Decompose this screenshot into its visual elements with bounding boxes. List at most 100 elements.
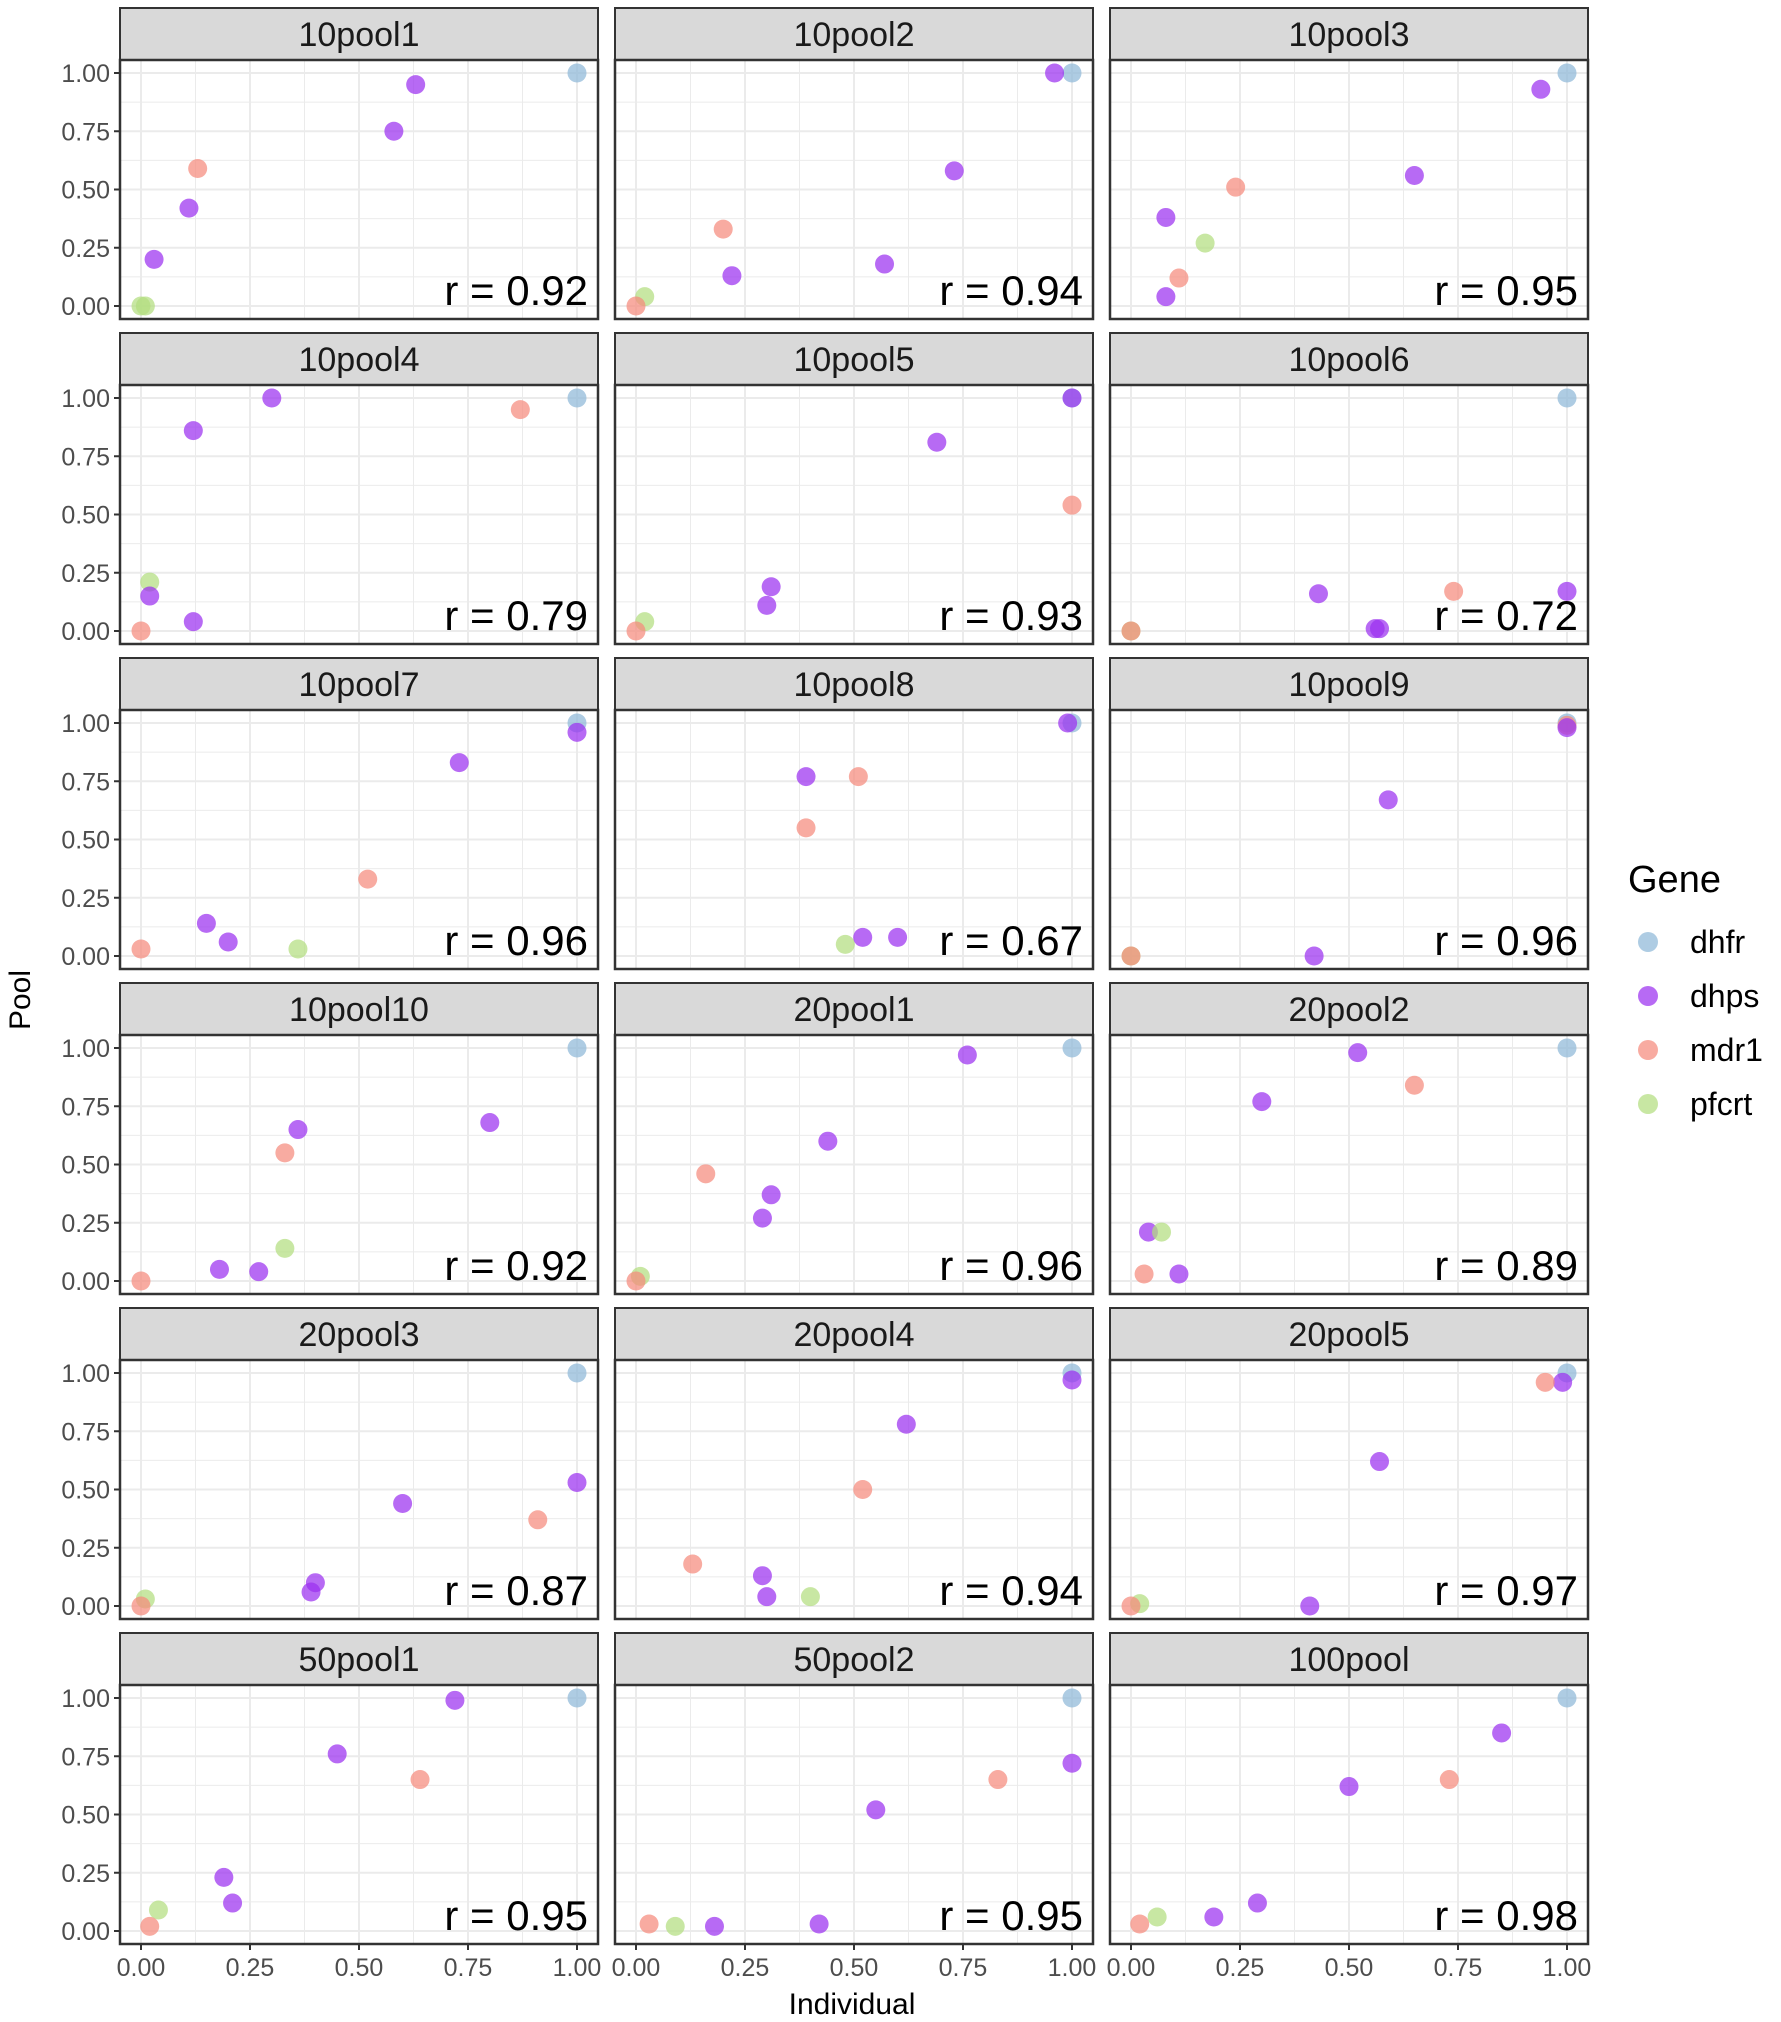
point-mdr1 xyxy=(1121,946,1141,966)
legend-label: pfcrt xyxy=(1690,1086,1752,1122)
panel-border xyxy=(1108,1358,1590,1621)
point-dhps xyxy=(1557,581,1577,601)
point-mdr1 xyxy=(1439,1770,1459,1790)
correlation-label: r = 0.96 xyxy=(1434,917,1578,964)
point-mdr1 xyxy=(796,818,816,838)
facet-20pool4: 20pool4 r = 0.94 xyxy=(613,1307,1095,1621)
point-dhps xyxy=(1252,1092,1272,1112)
facet-title: 20pool4 xyxy=(793,1316,914,1354)
y-axis-title: Pool xyxy=(4,970,37,1030)
point-mdr1 xyxy=(1121,1596,1141,1616)
point-dhps xyxy=(179,198,199,218)
facet-title: 20pool5 xyxy=(1288,1316,1409,1354)
point-mdr1 xyxy=(528,1510,548,1530)
point-dhps xyxy=(223,1893,243,1913)
point-dhfr xyxy=(567,1688,587,1708)
facet-strip xyxy=(614,982,1094,1036)
point-mdr1 xyxy=(626,296,646,316)
x-tick-label: 1.00 xyxy=(553,1954,602,1982)
panel-border xyxy=(1108,1033,1590,1296)
facet-title: 10pool6 xyxy=(1288,341,1409,379)
panel-border xyxy=(1108,58,1590,321)
facet-100pool: 100pool r = 0.98 0.00 0.25 0.50 0.75 1.00 xyxy=(1107,1632,1591,1982)
point-mdr1 xyxy=(713,219,733,239)
point-mdr1 xyxy=(1535,1372,1555,1392)
point-mdr1 xyxy=(1169,268,1189,288)
panel-border xyxy=(1108,383,1590,646)
point-pfcrt xyxy=(288,939,308,959)
point-mdr1 xyxy=(358,869,378,889)
point-dhps xyxy=(944,161,964,181)
point-dhps xyxy=(196,913,216,933)
facet-20pool3: 20pool3 r = 0.87 0.00 0.25 0.50 0.75 1.00 xyxy=(61,1307,600,1621)
legend-entry-dhfr: dhfr xyxy=(1638,924,1745,960)
point-dhps xyxy=(722,266,742,286)
point-mdr1 xyxy=(1226,177,1246,197)
point-dhps xyxy=(761,577,781,597)
facet-strip xyxy=(119,1307,599,1361)
y-tick-label: 0.00 xyxy=(61,1268,110,1296)
legend-key-dhfr xyxy=(1638,932,1658,952)
point-dhfr xyxy=(567,1038,587,1058)
legend-label: mdr1 xyxy=(1690,1032,1763,1068)
facet-title: 10pool4 xyxy=(298,341,419,379)
legend-title: Gene xyxy=(1628,859,1721,901)
point-dhps xyxy=(1557,718,1577,738)
point-dhps xyxy=(888,927,908,947)
y-tick-label: 1.00 xyxy=(61,385,110,413)
point-mdr1 xyxy=(1130,1914,1150,1934)
facet-20pool1: 20pool1 r = 0.96 xyxy=(613,982,1095,1296)
facet-strip xyxy=(1109,657,1589,711)
point-mdr1 xyxy=(131,1271,151,1291)
point-dhps xyxy=(1553,1372,1573,1392)
point-dhps xyxy=(1138,1222,1158,1242)
point-pfcrt xyxy=(665,1916,685,1936)
point-pfcrt xyxy=(1195,233,1215,253)
point-dhps xyxy=(1300,1596,1320,1616)
point-mdr1 xyxy=(188,159,208,179)
point-dhfr xyxy=(1557,388,1577,408)
correlation-label: r = 0.95 xyxy=(444,1892,588,1939)
x-tick-label: 0.50 xyxy=(335,1954,384,1982)
facet-title: 10pool10 xyxy=(289,991,429,1029)
x-tick-label: 0.00 xyxy=(612,1954,661,1982)
y-tick-label: 0.50 xyxy=(61,1477,110,1505)
point-dhps xyxy=(1370,1452,1390,1472)
point-dhps xyxy=(445,1690,465,1710)
facet-strip xyxy=(614,657,1094,711)
point-pfcrt xyxy=(1152,1222,1172,1242)
y-tick-label: 0.00 xyxy=(61,1593,110,1621)
point-dhps xyxy=(752,1566,772,1586)
x-tick-label: 0.25 xyxy=(1216,1954,1265,1982)
legend-entry-pfcrt: pfcrt xyxy=(1638,1086,1752,1122)
point-dhps xyxy=(757,595,777,615)
point-dhps xyxy=(866,1800,886,1820)
x-axis-title: Individual xyxy=(789,1988,916,2021)
facet-10pool9: 10pool9 r = 0.96 xyxy=(1108,657,1590,971)
y-tick-label: 0.50 xyxy=(61,827,110,855)
facet-strip xyxy=(119,982,599,1036)
point-dhps xyxy=(875,254,895,274)
facet-10pool5: 10pool5 r = 0.93 xyxy=(613,332,1095,646)
y-tick-label: 0.50 xyxy=(61,177,110,205)
point-dhps xyxy=(957,1045,977,1065)
y-tick-label: 0.00 xyxy=(61,1918,110,1946)
point-mdr1 xyxy=(848,767,868,787)
facet-strip xyxy=(1109,1632,1589,1686)
x-tick-label: 0.75 xyxy=(939,1954,988,1982)
point-dhps xyxy=(1492,1723,1512,1743)
facet-strip xyxy=(1109,332,1589,386)
point-mdr1 xyxy=(1444,581,1464,601)
point-dhfr xyxy=(1557,1688,1577,1708)
panel-border xyxy=(613,1033,1095,1296)
point-dhps xyxy=(393,1493,413,1513)
facet-10pool10: 10pool10 r = 0.92 0.00 0.25 0.50 0.75 1.00 xyxy=(61,982,600,1296)
point-dhps xyxy=(183,612,203,632)
point-mdr1 xyxy=(853,1480,873,1499)
facet-strip xyxy=(119,7,599,61)
point-dhps xyxy=(249,1262,269,1282)
point-dhps xyxy=(1247,1893,1267,1913)
point-dhps xyxy=(1531,79,1551,99)
y-tick-label: 0.25 xyxy=(61,1210,110,1238)
point-dhps xyxy=(288,1120,308,1140)
